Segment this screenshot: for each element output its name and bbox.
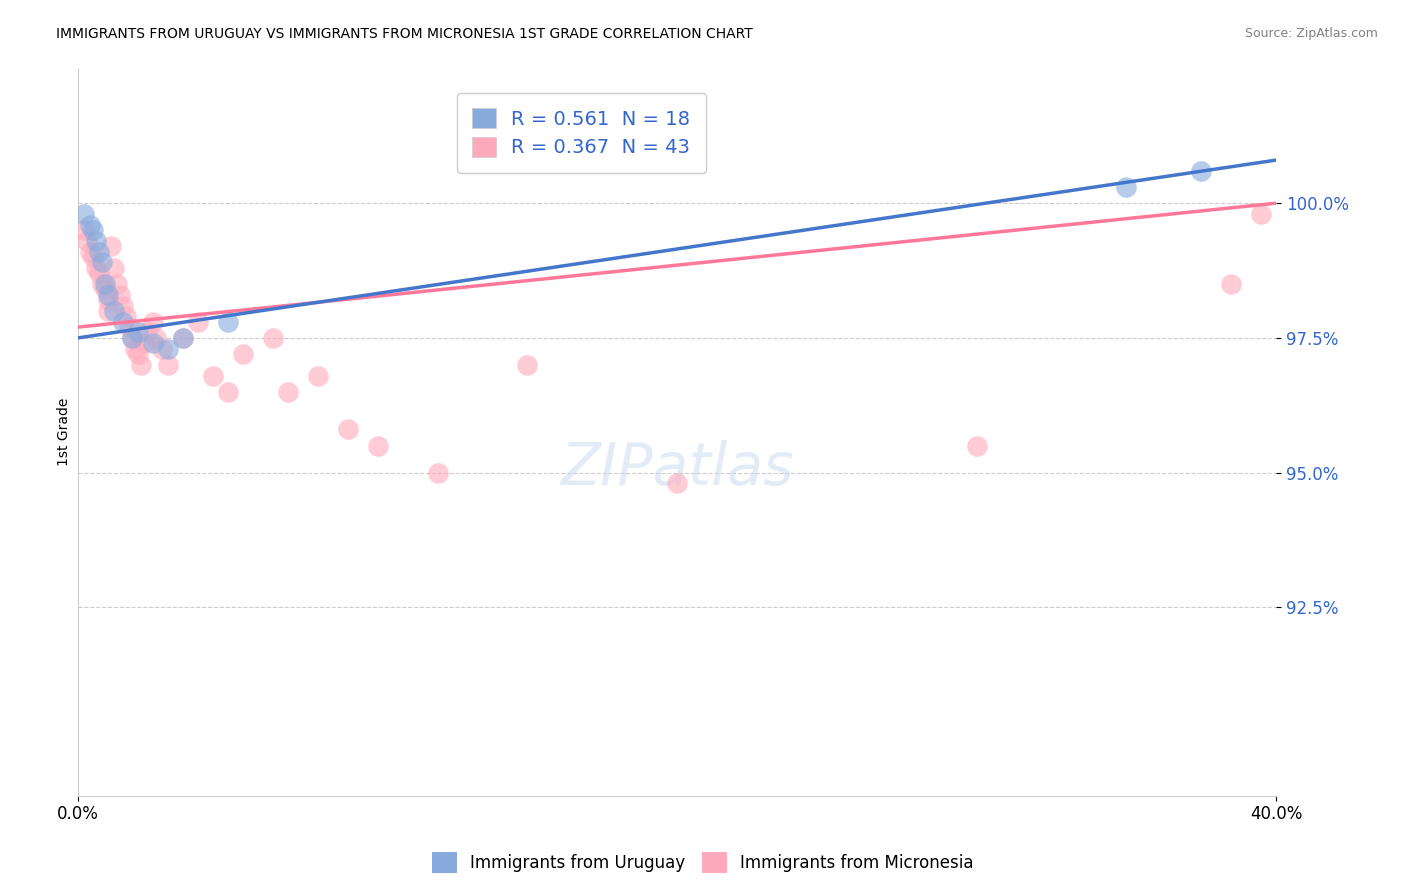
Point bbox=[91, 277, 114, 291]
Point bbox=[84, 260, 107, 275]
Point bbox=[94, 282, 117, 296]
Point bbox=[367, 439, 389, 453]
Point bbox=[84, 234, 107, 248]
Point bbox=[82, 250, 104, 264]
Legend: R = 0.561  N = 18, R = 0.367  N = 43: R = 0.561 N = 18, R = 0.367 N = 43 bbox=[457, 93, 706, 173]
Point bbox=[426, 466, 449, 480]
Legend: Immigrants from Uruguay, Immigrants from Micronesia: Immigrants from Uruguay, Immigrants from… bbox=[426, 846, 980, 880]
Point bbox=[73, 223, 96, 237]
Point bbox=[516, 358, 538, 372]
Point bbox=[1220, 277, 1243, 291]
Text: Source: ZipAtlas.com: Source: ZipAtlas.com bbox=[1244, 27, 1378, 40]
Point bbox=[217, 384, 239, 399]
Point bbox=[1189, 164, 1212, 178]
Point bbox=[79, 218, 101, 232]
Point bbox=[1115, 180, 1137, 194]
Text: IMMIGRANTS FROM URUGUAY VS IMMIGRANTS FROM MICRONESIA 1ST GRADE CORRELATION CHAR: IMMIGRANTS FROM URUGUAY VS IMMIGRANTS FR… bbox=[56, 27, 754, 41]
Y-axis label: 1st Grade: 1st Grade bbox=[58, 398, 72, 467]
Point bbox=[121, 331, 143, 345]
Point bbox=[112, 299, 135, 313]
Point bbox=[100, 239, 122, 253]
Point bbox=[966, 439, 988, 453]
Point bbox=[112, 315, 135, 329]
Point bbox=[121, 331, 143, 345]
Point bbox=[87, 266, 110, 280]
Point bbox=[217, 315, 239, 329]
Point bbox=[82, 223, 104, 237]
Point bbox=[262, 331, 284, 345]
Point bbox=[124, 342, 146, 356]
Point bbox=[91, 255, 114, 269]
Point bbox=[187, 315, 209, 329]
Point bbox=[232, 347, 254, 361]
Point bbox=[666, 476, 689, 491]
Point bbox=[103, 260, 125, 275]
Point bbox=[108, 287, 131, 301]
Point bbox=[127, 326, 149, 340]
Point bbox=[94, 277, 117, 291]
Point bbox=[145, 331, 167, 345]
Text: ZIPatlas: ZIPatlas bbox=[561, 440, 794, 497]
Point bbox=[97, 293, 120, 308]
Point bbox=[156, 342, 179, 356]
Point bbox=[87, 244, 110, 259]
Point bbox=[136, 326, 159, 340]
Point bbox=[73, 207, 96, 221]
Point bbox=[277, 384, 299, 399]
Point bbox=[156, 358, 179, 372]
Point bbox=[336, 422, 359, 436]
Point bbox=[127, 347, 149, 361]
Point bbox=[118, 320, 141, 334]
Point bbox=[150, 342, 173, 356]
Point bbox=[201, 368, 224, 383]
Point bbox=[97, 287, 120, 301]
Point bbox=[115, 310, 138, 324]
Point bbox=[132, 336, 155, 351]
Point bbox=[172, 331, 194, 345]
Point bbox=[307, 368, 329, 383]
Point bbox=[142, 315, 165, 329]
Point bbox=[105, 277, 128, 291]
Point bbox=[103, 304, 125, 318]
Point bbox=[97, 304, 120, 318]
Point bbox=[1250, 207, 1272, 221]
Point bbox=[142, 336, 165, 351]
Point bbox=[76, 234, 98, 248]
Point bbox=[172, 331, 194, 345]
Point bbox=[129, 358, 152, 372]
Point bbox=[79, 244, 101, 259]
